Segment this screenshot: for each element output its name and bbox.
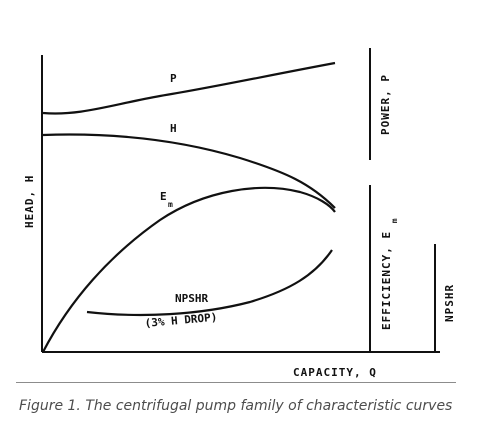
efficiency-axis-label-subscript: m [390, 217, 399, 223]
caption-divider [16, 382, 456, 383]
power-curve [42, 61, 336, 115]
efficiency-curve [42, 186, 336, 353]
npshr-curve-label: NPSHR [175, 292, 208, 305]
head-curve-label: H [170, 122, 177, 135]
head-curve [42, 133, 336, 209]
npshr-axis-label: NPSHR [443, 284, 456, 322]
power-axis-label: POWER, P [379, 74, 392, 135]
efficiency-axis-label-main: EFFICIENCY, E [380, 231, 393, 330]
capacity-axis-label: CAPACITY, Q [293, 366, 377, 379]
power-curve-label: P [170, 72, 177, 85]
head-axis-label: HEAD, H [23, 175, 36, 228]
efficiency-axis-label: EFFICIENCY, E m [380, 217, 399, 330]
npshr-curve [86, 249, 333, 317]
figure-caption: Figure 1. The centrifugal pump family of… [19, 398, 453, 414]
characteristic-curves-plot: P H E m NPSHR (3% H DROP) HEAD, H POWER,… [23, 48, 456, 379]
efficiency-curve-label: E [160, 190, 167, 203]
npshr-curve-note: (3% H DROP) [144, 311, 218, 330]
efficiency-curve-label-subscript: m [168, 200, 173, 209]
